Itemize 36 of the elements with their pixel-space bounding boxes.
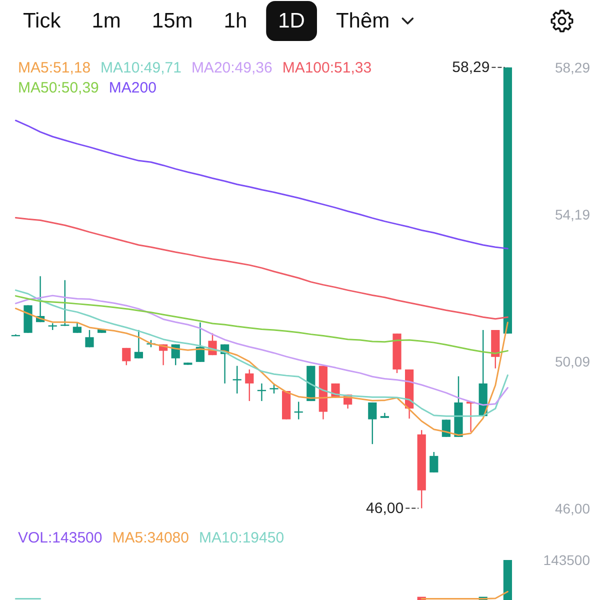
text: 1h (224, 10, 248, 32)
annotation: 58,29 (452, 58, 490, 76)
line-series (14, 308, 508, 436)
text: Tick (23, 10, 62, 32)
text: 143500 (543, 552, 590, 568)
text: MA100:51,33 (282, 60, 372, 76)
line-series (14, 295, 508, 354)
text: MA200 (108, 80, 156, 96)
candlestick (60, 280, 70, 327)
candlestick (430, 451, 438, 474)
line-series (14, 216, 508, 320)
text: 15m (152, 10, 193, 32)
text: MA5:34080 (112, 530, 189, 546)
text: MA20:49,36 (191, 60, 272, 76)
candlestick (134, 329, 144, 359)
text: 1D (278, 10, 305, 32)
candlestick (245, 368, 254, 402)
text: VOL:143500 (18, 530, 102, 546)
text: MA50:50,39 (18, 80, 99, 96)
candlestick (232, 365, 242, 394)
candlestick (72, 322, 82, 334)
candlestick (122, 347, 131, 366)
candlestick (85, 329, 94, 348)
text: MA5:51,18 (18, 60, 91, 76)
text: Thêm (336, 10, 390, 32)
text: 1m (92, 10, 121, 32)
y-tick-label: 46,00 (554, 500, 590, 516)
candlestick (442, 419, 451, 438)
text: MA10:19450 (198, 530, 284, 546)
y-tick-label: 58,29 (554, 59, 590, 76)
candlestick (368, 402, 377, 445)
annotation: 46,00 (366, 500, 404, 517)
text: MA10:49,71 (100, 60, 182, 76)
line-series (14, 120, 508, 250)
y-tick-label: 50,09 (554, 354, 590, 370)
y-tick-label: 54,19 (554, 206, 590, 222)
